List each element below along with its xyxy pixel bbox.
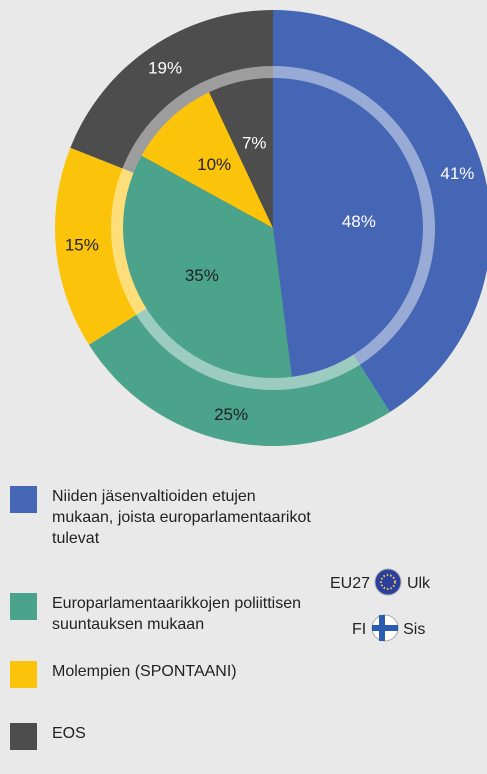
- ring-name: EU27: [330, 575, 371, 593]
- ring-label: Ulk: [406, 575, 431, 593]
- value-label: 48%: [342, 212, 376, 231]
- legend-label: Niiden jäsenvaltioiden etujen mukaan, jo…: [52, 488, 311, 547]
- legend-item: Molempien (SPONTAANI): [10, 661, 312, 688]
- value-label: 19%: [148, 59, 182, 78]
- value-label: 7%: [242, 134, 267, 153]
- legend-swatch: [10, 661, 37, 688]
- wedge: [273, 78, 424, 377]
- inner-ring-key: FI Sis: [352, 614, 426, 644]
- ring-label: Sis: [403, 621, 426, 639]
- value-label: 25%: [214, 405, 248, 424]
- legend-item: Niiden jäsenvaltioiden etujen mukaan, jo…: [10, 486, 312, 549]
- outer-ring-key: EU27 Ulk: [330, 568, 431, 598]
- legend-swatch: [10, 723, 37, 750]
- fi-flag: [371, 614, 399, 642]
- value-label: 15%: [65, 236, 99, 255]
- wedge: [209, 78, 273, 228]
- ring-band: [111, 66, 435, 390]
- legend-item: Europarlamentaarikkojen poliittisen suun…: [10, 593, 312, 635]
- legend-item: EOS: [10, 723, 312, 750]
- legend-label: Europarlamentaarikkojen poliittisen suun…: [52, 595, 302, 633]
- legend-swatch: [10, 486, 37, 513]
- legend-label: Molempien (SPONTAANI): [52, 663, 237, 680]
- wedge: [123, 155, 292, 378]
- wedge: [141, 92, 273, 228]
- ring-name: FI: [352, 621, 367, 639]
- value-label: 41%: [440, 164, 474, 183]
- legend-swatch: [10, 593, 37, 620]
- value-label: 10%: [197, 155, 231, 174]
- pie-chart: 41% 25% 15% 19% 48% 35% 10% 7%: [55, 10, 487, 446]
- legend-label: EOS: [52, 725, 86, 742]
- eu-flag: [374, 568, 402, 596]
- value-label: 35%: [185, 266, 219, 285]
